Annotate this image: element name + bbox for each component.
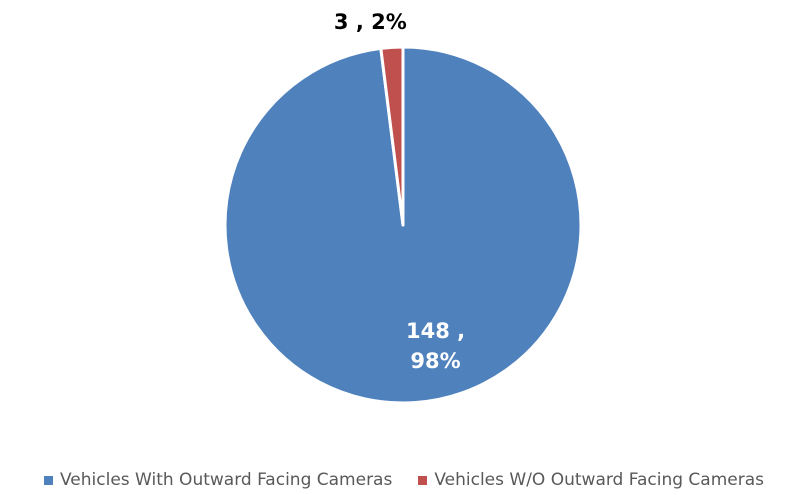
legend-label: Vehicles With Outward Facing Cameras <box>60 470 393 490</box>
pie-slice <box>223 45 583 405</box>
pie-slice <box>379 45 405 227</box>
legend: Vehicles With Outward Facing Cameras Vehi… <box>0 470 808 490</box>
data-label: 3 , 2% <box>333 10 407 35</box>
data-label: 148 , 98% <box>405 318 466 373</box>
pie-area <box>223 45 583 405</box>
legend-swatch <box>418 475 428 485</box>
legend-swatch <box>44 475 53 485</box>
legend-item: Vehicles With Outward Facing Cameras <box>44 470 392 490</box>
legend-label: Vehicles W/O Outward Facing Cameras <box>434 470 764 490</box>
legend-item: Vehicles W/O Outward Facing Cameras <box>418 470 764 490</box>
